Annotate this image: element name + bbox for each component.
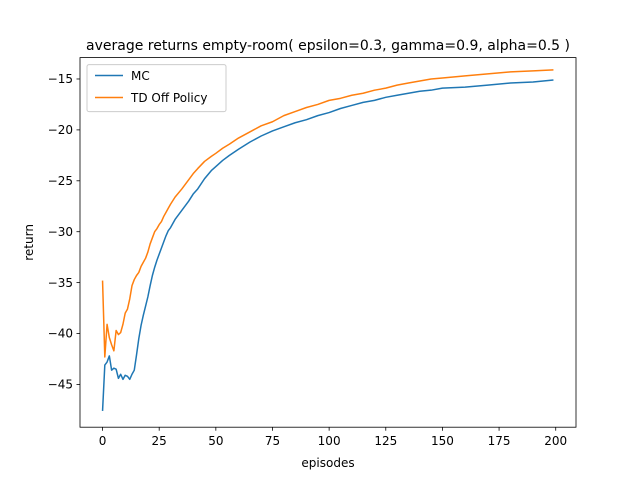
x-tick-label: 200 — [544, 434, 567, 448]
x-tick-label: 150 — [431, 434, 454, 448]
y-tick-label: −40 — [48, 327, 73, 341]
legend-label-td-off-policy: TD Off Policy — [130, 91, 207, 105]
y-tick-label: −20 — [48, 123, 73, 137]
legend: MC TD Off Policy — [86, 64, 227, 113]
series-line-mc — [101, 79, 554, 411]
x-tick-label: 50 — [208, 434, 223, 448]
x-tick-label: 0 — [99, 434, 107, 448]
y-tick-label: −45 — [48, 378, 73, 392]
plot-frame — [79, 57, 577, 428]
chart-title: average returns empty-room( epsilon=0.3,… — [86, 38, 570, 54]
y-axis-label: return — [22, 224, 36, 261]
y-tick-label: −15 — [48, 72, 73, 86]
x-tick-label: 75 — [265, 434, 280, 448]
x-axis-ticks: 0 25 50 75 100 125 150 175 200 — [99, 427, 567, 448]
y-axis-ticks: −45 −40 −35 −30 −25 −20 −15 — [48, 72, 80, 392]
y-tick-label: −35 — [48, 276, 73, 290]
x-tick-label: 100 — [318, 434, 341, 448]
y-tick-label: −25 — [48, 174, 73, 188]
series-line-td-off-policy — [101, 69, 554, 358]
x-tick-label: 175 — [488, 434, 511, 448]
y-tick-label: −30 — [48, 225, 73, 239]
x-tick-label: 125 — [374, 434, 397, 448]
series-layer — [101, 69, 554, 411]
legend-label-mc: MC — [131, 69, 150, 83]
x-tick-label: 25 — [152, 434, 167, 448]
x-axis-label: episodes — [301, 456, 354, 470]
legend-box — [86, 64, 227, 113]
